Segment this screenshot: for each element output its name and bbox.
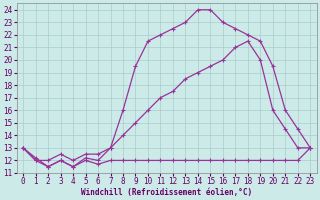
X-axis label: Windchill (Refroidissement éolien,°C): Windchill (Refroidissement éolien,°C) [81, 188, 252, 197]
